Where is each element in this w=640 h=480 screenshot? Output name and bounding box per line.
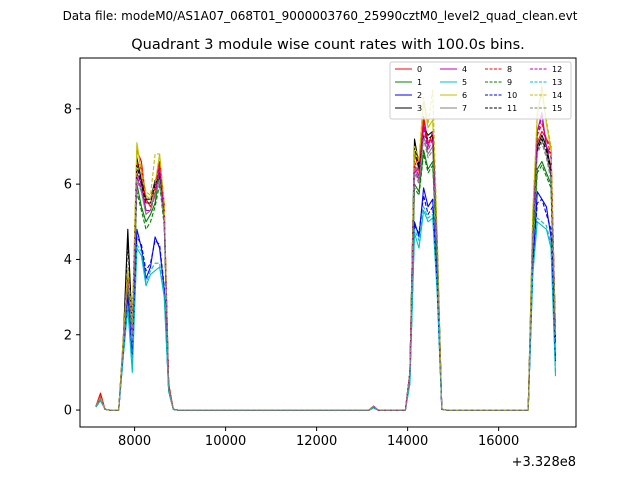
y-tick-label: 6 (64, 178, 72, 193)
series-group (95, 85, 557, 411)
legend-label-3: 3 (417, 104, 422, 113)
y-tick-label: 2 (64, 328, 72, 343)
legend-label-13: 13 (552, 78, 562, 87)
legend-label-15: 15 (552, 104, 562, 113)
figure-suptitle: Data file: modeM0/AS1A07_068T01_90000037… (63, 9, 578, 23)
x-tick-label: 16000 (478, 434, 519, 449)
plot-area: 8000 10000 12000 14000 16000 0 2 4 6 8 (64, 57, 577, 449)
legend-label-12: 12 (552, 65, 562, 74)
series-line-15 (95, 138, 557, 411)
legend-label-5: 5 (462, 78, 467, 87)
x-tick-label: 10000 (205, 434, 246, 449)
y-tick-label: 4 (64, 253, 72, 268)
legend-label-14: 14 (552, 91, 562, 100)
y-tick-label: 8 (64, 102, 72, 117)
legend-label-10: 10 (507, 91, 517, 100)
legend-label-11: 11 (507, 104, 517, 113)
x-tick-label: 14000 (387, 434, 428, 449)
legend-label-9: 9 (507, 78, 512, 87)
legend-label-7: 7 (462, 104, 467, 113)
x-tick-label: 12000 (296, 434, 337, 449)
legend-label-1: 1 (417, 78, 422, 87)
legend-label-8: 8 (507, 65, 512, 74)
y-tick-label: 0 (64, 404, 72, 419)
x-offset-label: +3.328e8 (512, 455, 576, 470)
legend-label-4: 4 (462, 65, 467, 74)
chart-title: Quadrant 3 module wise count rates with … (131, 37, 525, 53)
legend-label-6: 6 (462, 91, 467, 100)
legend-box (389, 61, 572, 120)
axes-frame (79, 57, 577, 428)
x-tick-label: 8000 (118, 434, 151, 449)
legend-label-0: 0 (417, 65, 422, 74)
legend-label-2: 2 (417, 91, 422, 100)
